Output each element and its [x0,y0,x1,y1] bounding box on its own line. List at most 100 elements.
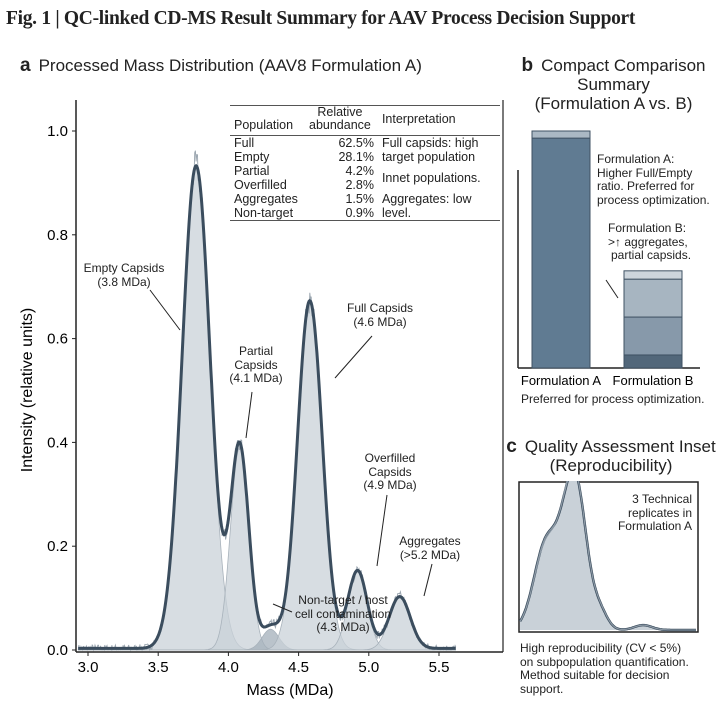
population-cell: Overfilled [234,178,287,192]
population-cell: Non-target [234,206,294,220]
y-tick-label: 0.4 [47,434,68,451]
category-label: Formulation B [613,373,694,388]
population-table: Population Relative abundance Interpreta… [230,105,500,221]
annotation-leader-full [334,335,373,379]
formulation-b-leader [605,279,619,299]
panel-b-title: b Compact Comparison Summary (Formulation… [510,56,717,113]
header-interpretation: Interpretation [377,105,500,136]
note-line: Formulation A [617,519,692,533]
annotation-overfilled: Overfilled Capsids (4.9 MDa) [320,451,460,493]
annotation-nontarget: Non-target / host cell contamination (4.3 … [273,593,413,635]
annotation-line: Empty Capsids [83,261,165,275]
fitted-distribution-curve [78,163,456,650]
y-axis-label: Intensity (relative units) [19,308,36,473]
annotation-leader-aggregates [423,563,433,597]
figure-title: Fig. 1 | QC-linked CD-MS Result Summary … [6,8,636,29]
population-cell: Full [234,136,255,150]
population-cell: Partial [234,164,270,178]
x-axis-label: Mass (MDa) [246,682,333,699]
annotation-line: Capsids [234,357,278,372]
x-tick-label: 5.5 [429,659,450,676]
abundance-cell: 28.1% [338,150,374,164]
y-tick-label: 0.6 [47,331,68,348]
replicates-note: 3 Technical replicates in Formulation A [610,492,692,534]
x-tick-label: 3.0 [78,659,99,676]
peak-area-empty [78,166,456,651]
interpretation-cell: Aggregates: low level. [381,192,472,220]
note-line: >↑ aggregates, [608,234,688,249]
panel-a-label: a [20,55,31,76]
bar-b-segment [623,278,683,318]
note-line: partial capsids. [611,248,692,262]
annotation-leader-partial [245,391,253,439]
panel-c-title-line: (Reproducibility) [549,456,673,475]
abundance-cell: 62.5% [338,136,374,150]
annotation-partial: Partial Capsids (4.1 MDa) [186,344,326,386]
panel-b-label: b [521,55,534,76]
population-cell: Aggregates [234,192,298,206]
y-tick-label: 1.0 [47,123,68,140]
annotation-line: (>5.2 MDa) [399,547,461,562]
caption-line: on subpopulation quantification. [520,654,689,669]
category-label: Formulation A [521,373,602,388]
annotation-line: Aggregates [399,534,461,548]
annotation-leader-overfilled [376,494,388,567]
table-row: Empty 28.1% [230,150,500,164]
panel-c-caption: High reproducibility (CV < 5%) on subpop… [520,641,689,696]
annotation-line: Non-target / host [298,593,388,607]
annotation-line: (4.1 MDa) [229,371,283,385]
note-line: Formulation A: [597,152,675,166]
table-row: Full 62.5% Full capsids: high target popul… [230,136,500,164]
table-row: Partial 4.2% Innet populations. [230,164,500,185]
annotation-full: Full Capsids (4.6 MDa) [310,301,450,329]
note-line: replicates in [627,505,692,520]
bar-b-segment [623,316,683,356]
caption-line: support. [520,681,564,696]
panel-a-title-text: Processed Mass Distribution (AAV8 Formul… [38,56,422,75]
raw-signal-trace [77,150,457,652]
annotation-line: (4.9 MDa) [363,478,417,492]
bar-b-segment [623,354,683,369]
annotation-line: Full Capsids [346,301,414,315]
caption-line: High reproducibility (CV < 5%) [520,641,682,655]
bar-a-segment [531,137,591,369]
panel-b-caption: Preferred for process optimization. [521,392,705,406]
panel-b-title-line: Compact Comparison [541,56,706,75]
annotation-line: cell contamination [294,606,392,621]
abundance-cell: 1.5% [345,192,374,206]
panel-c-title: c Quality Assessment Inset (Reproducibili… [505,437,717,475]
annotation-line: Capsids [368,464,412,479]
header-abundance: Relative abundance [301,105,378,136]
panel-c-title-line: Quality Assessment Inset [524,437,716,456]
abundance-cell: 2.8% [345,178,374,192]
caption-line: Method suitable for decision [520,668,670,682]
table-row: Overfilled 2.8% [230,178,500,192]
note-line: Formulation B: [608,221,687,235]
table-row: Non-target 0.9% [230,206,500,221]
x-tick-label: 4.5 [288,659,309,676]
inset-fill [520,481,696,630]
annotation-line: (4.3 MDa) [316,620,370,634]
table-row: Aggregates 1.5% Aggregates: low level. [230,192,500,220]
bar-b-segment [623,270,683,280]
panel-a-title: a Processed Mass Distribution (AAV8 Formu… [20,56,422,75]
population-table-wrap: Population Relative abundance Interpreta… [230,105,500,221]
x-tick-label: 5.0 [358,659,379,676]
note-line: 3 Technical [632,492,692,506]
panel-c-label: c [506,436,517,457]
annotation-line: (4.6 MDa) [353,314,407,329]
annotation-leader-empty [149,289,181,331]
abundance-cell: 4.2% [345,164,374,178]
note-line: process optimization. [597,192,710,207]
formulation-b-note: Formulation B: >↑ aggregates, partial ca… [608,221,692,263]
annotation-aggregates: Aggregates (>5.2 MDa) [360,534,500,562]
interpretation-cell: Full capsids: high target population [381,136,479,164]
panel-b-title-line: Summary [577,75,650,94]
x-tick-label: 4.0 [218,659,239,676]
bar-a-segment [531,130,591,139]
annotation-line: Partial [238,344,273,358]
x-tick-label: 3.5 [148,659,169,676]
header-population: Population [230,105,302,136]
abundance-cell: 0.9% [345,206,374,220]
